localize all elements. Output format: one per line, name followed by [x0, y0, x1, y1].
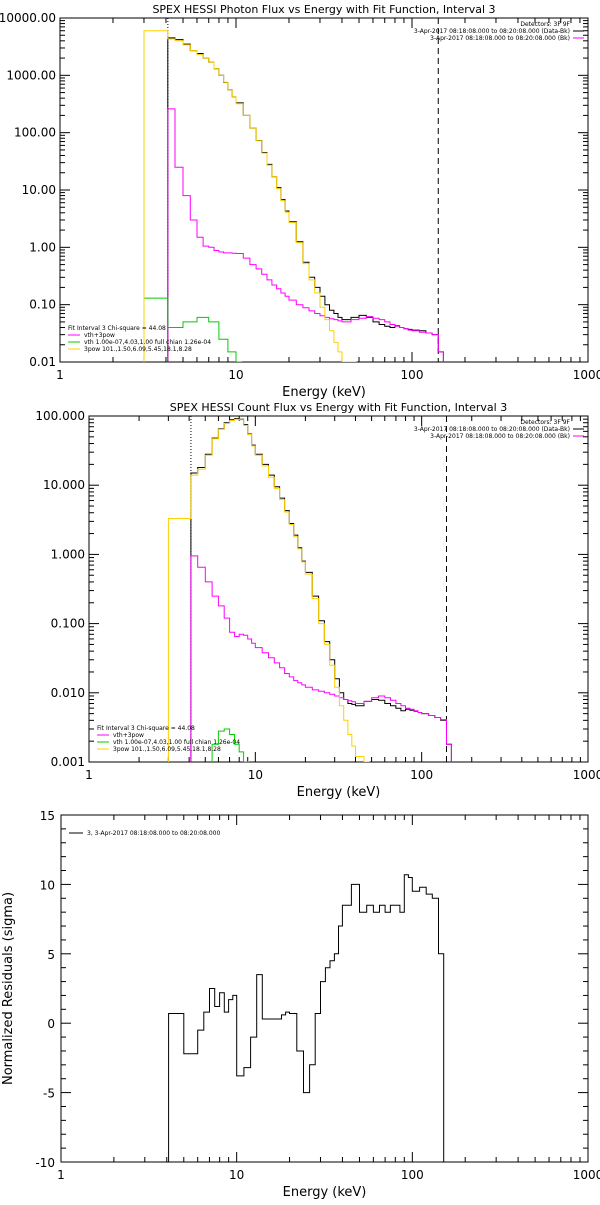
y-ticks: [61, 814, 588, 1163]
y-ticks: [89, 418, 588, 763]
series-line-4: [167, 418, 370, 762]
x-tick-label: 10: [229, 1168, 244, 1182]
plot-frame: [60, 814, 589, 1163]
y-tick-label: -5: [43, 1087, 55, 1101]
legend-entry: vth+3pow: [84, 332, 115, 339]
y-ticks: [60, 20, 588, 363]
y-axis-label: Normalized Residuals (sigma): [1, 892, 16, 1085]
y-tick-label: 100.00: [14, 126, 56, 140]
x-tick-label: 10: [228, 368, 243, 382]
x-tick-label: 1: [57, 1168, 65, 1182]
legend-entry: 3pow 101.,1.50,6.09,5.45,18.1,8.28: [84, 346, 192, 353]
y-tick-label: 10000.00: [0, 11, 56, 25]
x-ticks: [59, 18, 589, 362]
plot-frame: [59, 17, 589, 363]
series-group: [168, 874, 445, 1162]
series-line-4: [143, 30, 357, 362]
x-ticks: [88, 416, 589, 762]
series-group: [143, 30, 444, 362]
legend-entry: 3-Apr-2017 08:18:08.000 to 08:20:08.000 …: [430, 433, 570, 440]
x-axis-label: Energy (keV): [297, 785, 381, 800]
legend-entry: vth 1.00e-07,4.03,1.00 full chian 1.26e-…: [113, 739, 240, 746]
series-line-3: [143, 297, 242, 362]
legend-entry: 3pow 101.,1.50,6.09,5.45,18.1,8.28: [113, 746, 221, 753]
y-tick-label: 1.00: [29, 240, 56, 254]
x-axis-label: Energy (keV): [283, 1185, 367, 1200]
x-tick-label: 1000: [573, 368, 600, 382]
y-tick-label: 0.100: [51, 617, 85, 631]
y-tick-label: 1000.00: [6, 68, 56, 82]
series-line-1: [190, 418, 452, 762]
y-tick-label: 0.10: [29, 298, 56, 312]
series-line-2: [167, 108, 444, 362]
y-tick-label: 0.010: [51, 686, 85, 700]
x-axis-label: Energy (keV): [282, 385, 366, 400]
series-line-1: [167, 37, 444, 362]
legend-entry: Detectors: 3F 9F: [520, 419, 570, 426]
legend: Detectors: 3F 9F3-Apr-2017 08:18:08.000 …: [97, 419, 584, 753]
legend-entry: vth 1.00e-07,4.03,1.00 full chian 1.26e-…: [84, 339, 211, 346]
series-line-2: [190, 555, 452, 762]
y-tick-label: 0.01: [29, 355, 56, 369]
y-tick-label: 0: [47, 1017, 55, 1031]
plot-frame: [88, 415, 589, 763]
legend-entry: 3-Apr-2017 08:18:08.000 to 08:20:08.000 …: [414, 28, 570, 35]
x-tick-label: 1000: [573, 1168, 600, 1182]
chart-2: SPEX HESSI Count Flux vs Energy with Fit…: [35, 401, 600, 800]
x-ticks: [60, 815, 589, 1162]
series-line-1: [168, 874, 445, 1162]
y-tick-label: 15: [40, 809, 55, 823]
legend-entry: 3-Apr-2017 08:18:08.000 to 08:20:08.000 …: [414, 426, 570, 433]
y-tick-label: 10.00: [22, 183, 56, 197]
x-tick-label: 10: [248, 768, 263, 782]
fit-info-text: Fit Interval 3 Chi-square = 44.08: [68, 325, 166, 332]
legend: Detectors: 3F 9F3-Apr-2017 08:18:08.000 …: [68, 21, 584, 353]
y-tick-label: 5: [47, 948, 55, 962]
series-line-3: [211, 728, 249, 762]
x-tick-label: 100: [401, 1168, 424, 1182]
x-tick-label: 100: [410, 768, 433, 782]
y-tick-label: 10.000: [43, 478, 85, 492]
y-tick-label: -10: [35, 1156, 55, 1170]
y-tick-label: 100.000: [35, 409, 85, 423]
series-group: [167, 418, 452, 762]
chart-title: SPEX HESSI Photon Flux vs Energy with Fi…: [152, 3, 495, 16]
legend-entry: Detectors: 3F 9F: [520, 21, 570, 28]
legend-entry: 3-Apr-2017 08:18:08.000 to 08:20:08.000 …: [430, 35, 570, 42]
legend: 3, 3-Apr-2017 08:18:08.000 to 08:20:08.0…: [69, 830, 220, 837]
y-tick-label: 0.001: [51, 755, 85, 769]
legend-entry: vth+3pow: [113, 732, 144, 739]
chart-title: SPEX HESSI Count Flux vs Energy with Fit…: [170, 401, 507, 414]
chart-1: SPEX HESSI Photon Flux vs Energy with Fi…: [0, 3, 600, 400]
x-tick-label: 1000: [573, 768, 600, 782]
chart-3: 1 10 100 1000 -10 -5 0 5 10 15 Energy (keV) Normali…: [1, 809, 600, 1200]
x-tick-label: 1: [85, 768, 93, 782]
x-tick-label: 100: [401, 368, 424, 382]
y-tick-label: 10: [40, 878, 55, 892]
fit-info-text: Fit Interval 3 Chi-square = 44.08: [97, 725, 195, 732]
legend-entry: 3, 3-Apr-2017 08:18:08.000 to 08:20:08.0…: [87, 830, 220, 837]
y-tick-label: 1.000: [51, 547, 85, 561]
x-tick-label: 1: [56, 368, 64, 382]
